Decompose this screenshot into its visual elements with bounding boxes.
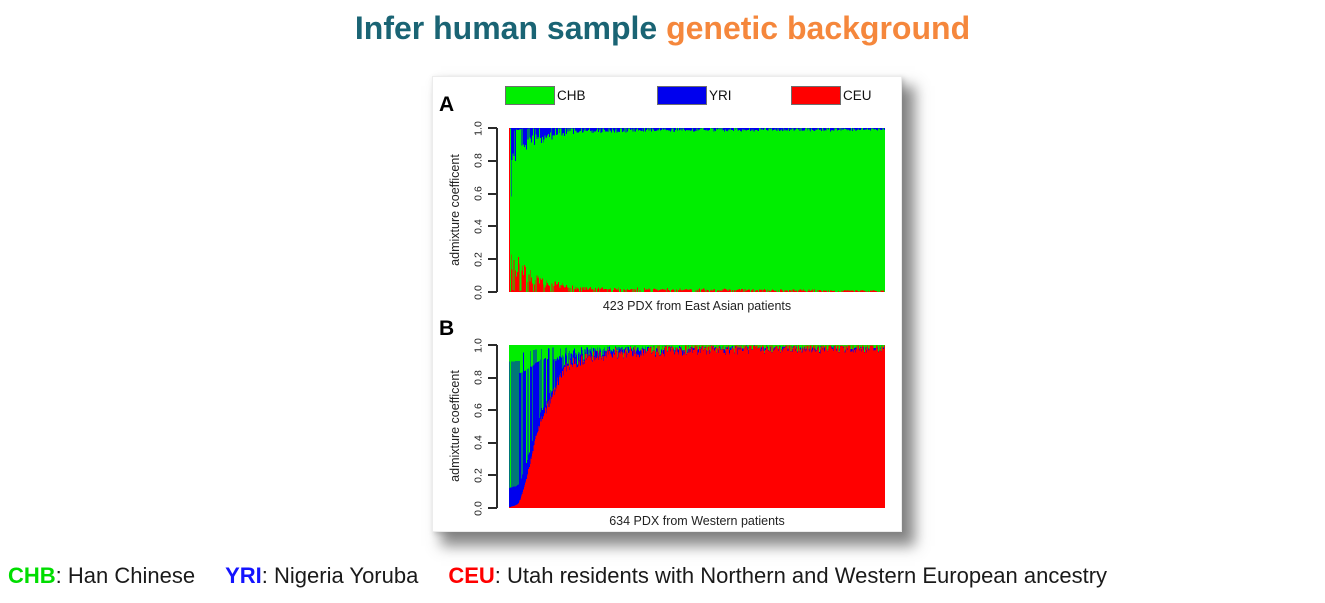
caption-def-ceu: : Utah residents with Northern and Weste… xyxy=(494,563,1108,588)
y-tick-label: 0.4 xyxy=(472,435,485,451)
chb-color-swatch xyxy=(505,86,555,105)
population-caption: CHB: Han Chinese YRI: Nigeria Yoruba CEU: … xyxy=(8,563,1137,589)
page-title: Infer human sample genetic background xyxy=(0,10,1325,47)
panel-a-label: A xyxy=(439,93,455,116)
y-tick-label: 0.8 xyxy=(472,370,485,385)
y-tick-mark xyxy=(488,225,497,228)
y-tick-mark xyxy=(488,344,497,346)
legend-label-chb: CHB xyxy=(557,88,586,103)
admixture-panel-a: A admixture coefficent 0.0 0.2 0.4 0.6 0.8 1.… xyxy=(433,77,901,531)
caption-def-chb: : Han Chinese xyxy=(55,563,196,588)
y-tick-mark xyxy=(488,258,497,261)
y-tick-mark xyxy=(488,507,497,509)
panel-b-label: B xyxy=(439,317,455,340)
y-tick-mark xyxy=(488,441,497,444)
legend-label-yri: YRI xyxy=(709,88,732,103)
y-tick-mark xyxy=(488,127,497,129)
ceu-color-swatch xyxy=(791,86,841,105)
panel-b-y-axis-line xyxy=(496,345,498,508)
caption-abbr-yri: YRI xyxy=(225,563,262,588)
panel-a-y-axis-line xyxy=(496,128,498,292)
y-tick-mark xyxy=(488,474,497,477)
panel-b-x-axis-title: 634 PDX from Western patients xyxy=(609,514,785,528)
title-part-genetic-background: genetic background xyxy=(666,10,971,46)
y-tick-mark xyxy=(488,291,497,293)
caption-abbr-ceu: CEU xyxy=(448,563,495,588)
caption-abbr-chb: CHB xyxy=(8,563,56,588)
admixture-plot-b xyxy=(509,345,885,508)
title-part-sample: Infer human sample xyxy=(354,10,667,46)
figure-card: CHB YRI CEU A admixture coefficent 0.0 0.… xyxy=(432,76,902,532)
y-tick-mark xyxy=(488,192,497,195)
y-tick-mark xyxy=(488,376,497,379)
admixture-plot-a xyxy=(509,128,885,292)
legend-label-ceu: CEU xyxy=(843,88,872,103)
panel-a-x-axis-title: 423 PDX from East Asian patients xyxy=(602,299,792,313)
y-tick-mark xyxy=(488,409,497,412)
yri-color-swatch xyxy=(657,86,707,105)
admixture-panel-b: B admixture coefficent 0.0 0.2 0.4 0.6 0.8 1.… xyxy=(433,77,901,531)
y-tick-label: 1.0 xyxy=(472,337,485,353)
y-tick-label: 0.2 xyxy=(472,468,485,483)
y-tick-mark xyxy=(488,159,497,162)
caption-def-yri: : Nigeria Yoruba xyxy=(261,563,419,588)
y-tick-label: 0.6 xyxy=(472,402,485,418)
y-tick-label: 0.0 xyxy=(472,500,485,516)
panel-b-y-axis-title: admixture coefficent xyxy=(448,370,462,482)
figure-legend: CHB YRI CEU xyxy=(433,77,901,115)
